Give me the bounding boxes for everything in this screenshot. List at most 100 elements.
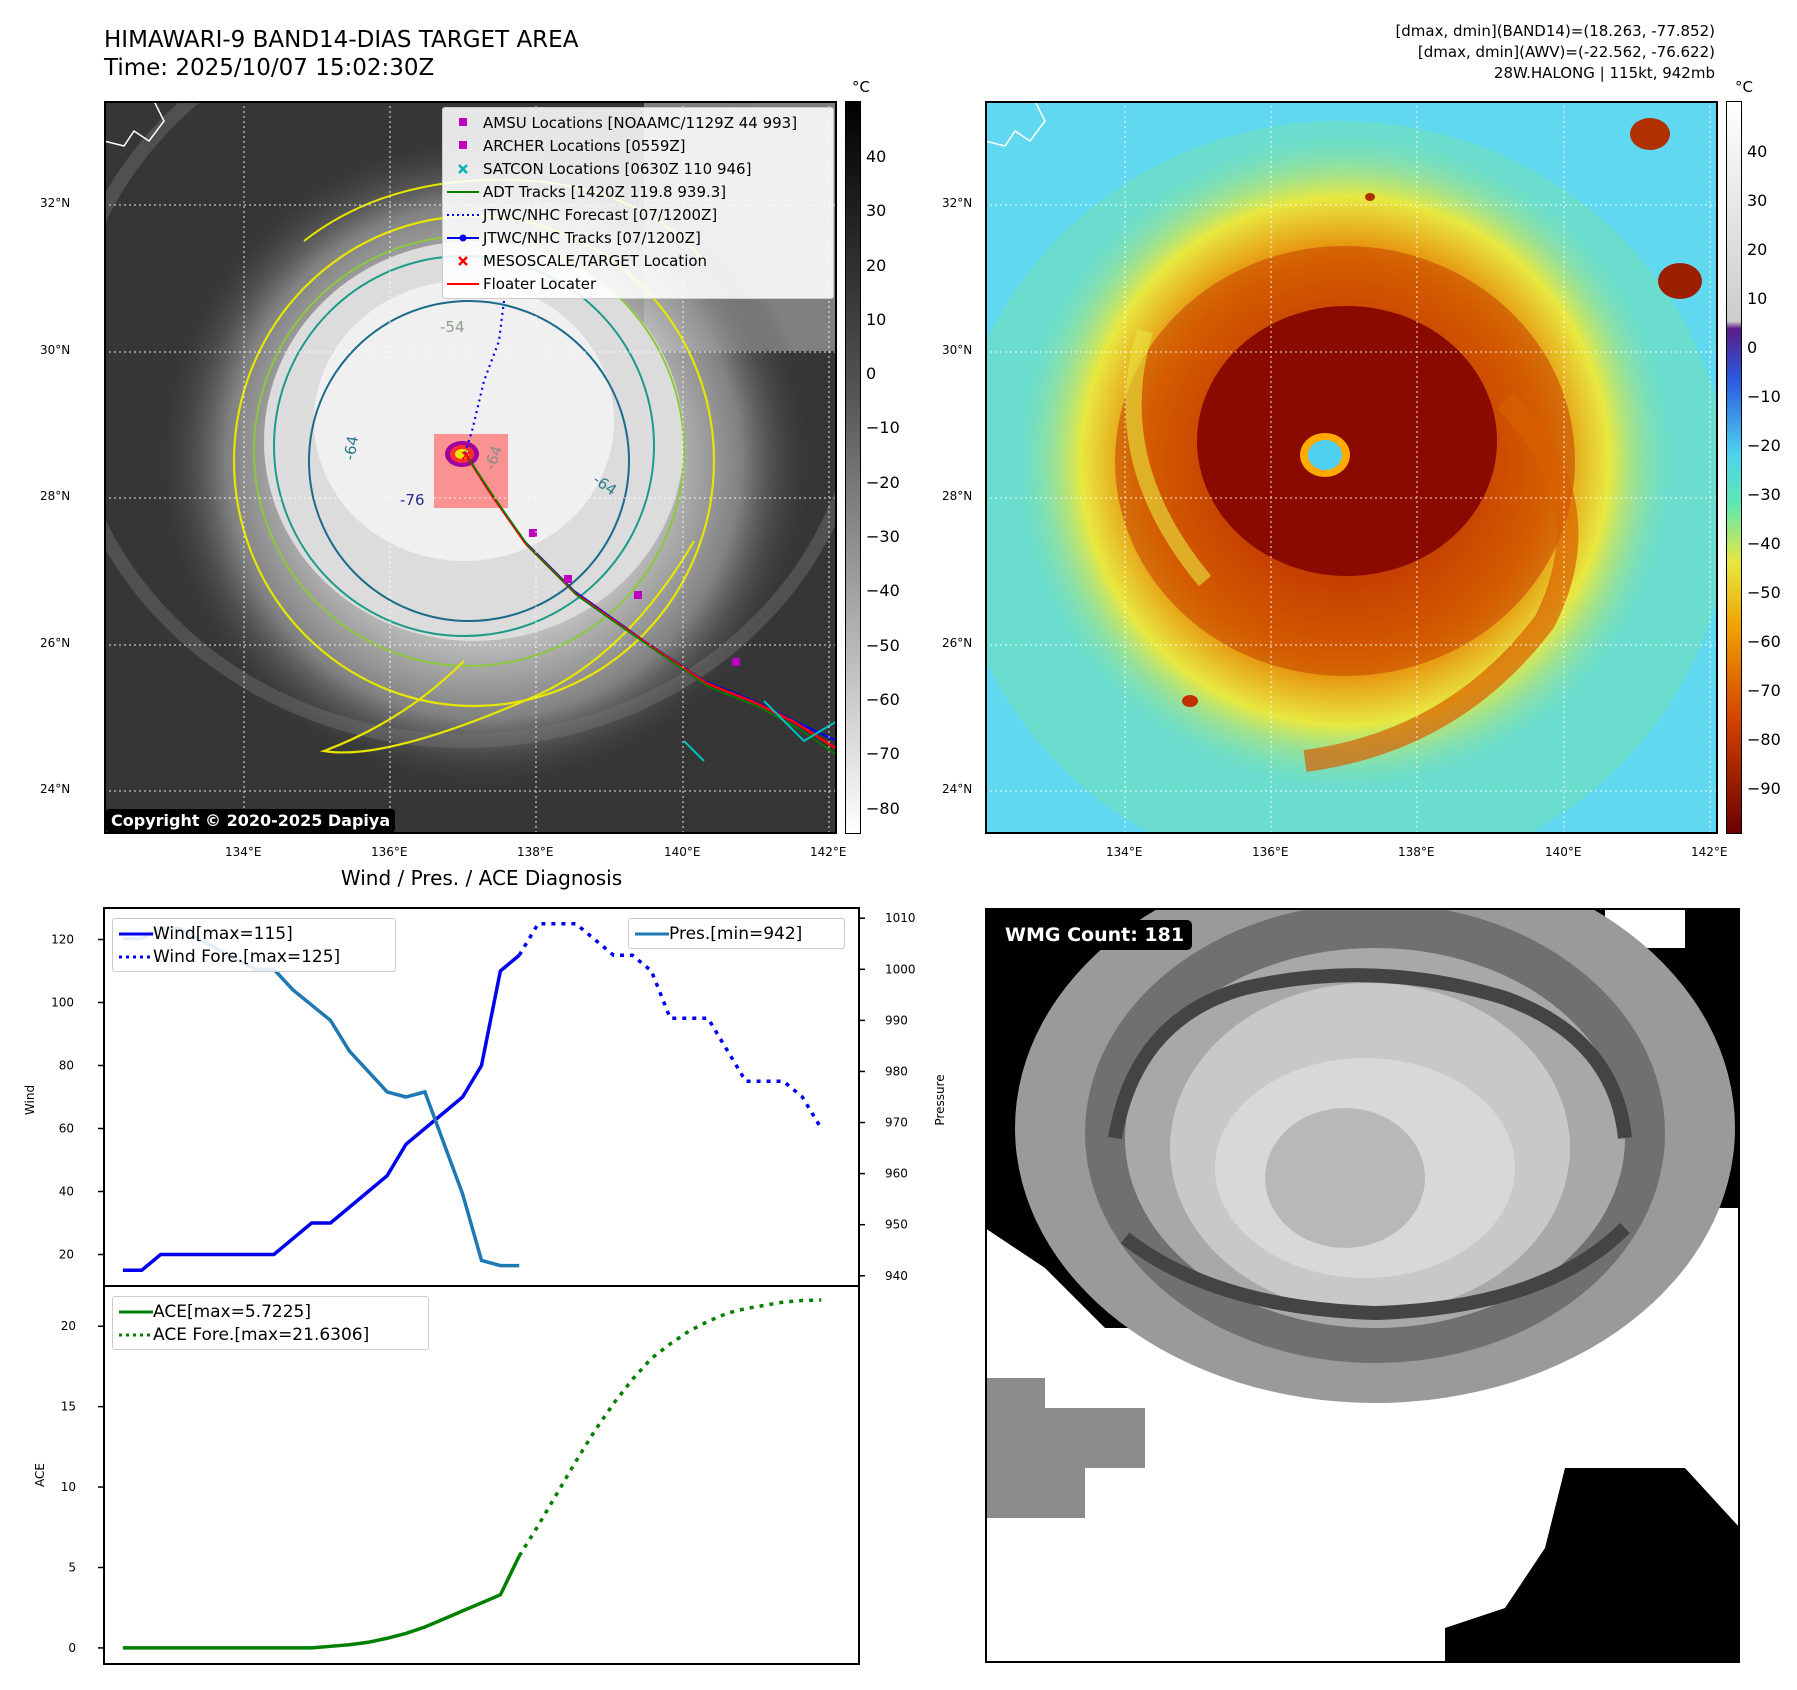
- left-colorbar-ticks: 40 30 20 10 0 −10 −20 −30 −40 −50 −60 −7…: [866, 101, 906, 834]
- legend-label: ADT Tracks [1420Z 119.8 939.3]: [483, 182, 727, 201]
- lat-label-24: 24°N: [40, 782, 71, 796]
- right-colorbar: [1726, 101, 1742, 834]
- lat-label-26: 26°N: [942, 636, 973, 650]
- wind-ytick-label: 20: [59, 1248, 74, 1262]
- ir-map-panel: × -54 -64 -76 -64 -64 Copyright © 2020-2…: [57, 0, 871, 834]
- info-awv: [dmax, dmin](AWV)=(-22.562, -76.622): [1417, 43, 1715, 61]
- contour-label-1: -54: [440, 318, 465, 336]
- wind-ylabel: Wind: [23, 1085, 37, 1115]
- cbar-tick: −30: [866, 527, 900, 546]
- lon-label-136: 136°E: [1252, 845, 1289, 859]
- ace-ylabel: ACE: [33, 1463, 47, 1487]
- pres-ytick-label: 1010: [885, 911, 916, 925]
- lat-label-28: 28°N: [40, 489, 71, 503]
- dotted-line-icon: [447, 214, 479, 216]
- legend-label: SATCON Locations [0630Z 110 946]: [483, 159, 752, 178]
- cbar-tick: −40: [1747, 534, 1781, 553]
- series-wind-fore: [517, 922, 823, 1130]
- cbar-tick: 10: [866, 310, 887, 329]
- square-marker-icon: [459, 118, 467, 126]
- ace-ytick-label: 15: [61, 1400, 76, 1414]
- wind-ytick-label: 80: [59, 1059, 74, 1073]
- right-colorbar-unit: °C: [1735, 78, 1753, 96]
- cbar-tick: −80: [1747, 730, 1781, 749]
- lon-label-138: 138°E: [517, 845, 554, 859]
- figure-title: HIMAWARI-9 BAND14-DIAS TARGET AREA: [104, 27, 579, 53]
- legend-label: ACE[max=5.7225]: [153, 1301, 311, 1322]
- cbar-tick: −10: [866, 418, 900, 437]
- cbar-tick: −60: [1747, 632, 1781, 651]
- legend-label: AMSU Locations [NOAAMC/1129Z 44 993]: [483, 113, 798, 132]
- legend-item-ace-forecast: ACE Fore.[max=21.6306]: [113, 1323, 428, 1346]
- cbar-tick: 20: [866, 256, 887, 275]
- diagnosis-title: Wind / Pres. / ACE Diagnosis: [340, 866, 623, 890]
- legend-item-archer: ARCHER Locations [0559Z]: [443, 134, 833, 157]
- cbar-tick: −70: [1747, 681, 1781, 700]
- info-storm: 28W.HALONG | 115kt, 942mb: [1493, 64, 1715, 82]
- ace-ytick-label: 0: [68, 1641, 76, 1655]
- wmg-image: [985, 853, 1740, 1663]
- wind-ytick-label: 40: [59, 1185, 74, 1199]
- legend-item-target: MESOSCALE/TARGET Location: [443, 249, 833, 272]
- square-marker-icon: [459, 141, 467, 149]
- pres-ytick-label: 940: [885, 1269, 908, 1283]
- cbar-tick: −70: [866, 744, 900, 763]
- pres-legend: Pres.[min=942]: [628, 918, 845, 949]
- cbar-tick: −60: [866, 690, 900, 709]
- wmg-panel: WMG Count: 181: [985, 853, 1740, 1663]
- ace-ytick-label: 5: [68, 1560, 76, 1574]
- lon-label-140: 140°E: [1545, 845, 1582, 859]
- wmg-frame: [985, 908, 1740, 1663]
- lat-label-32: 32°N: [942, 196, 973, 210]
- pres-ytick-label: 990: [885, 1013, 908, 1027]
- x-marker-icon: [458, 256, 468, 266]
- right-colorbar-ticks: 40 30 20 10 0 −10 −20 −30 −40 −50 −60 −7…: [1747, 101, 1787, 834]
- wind-ytick-label: 60: [59, 1122, 74, 1136]
- left-colorbar: [845, 101, 861, 834]
- legend-label: ARCHER Locations [0559Z]: [483, 136, 686, 155]
- series-ace: [122, 1555, 521, 1650]
- lon-label-138: 138°E: [1398, 845, 1435, 859]
- lat-label-30: 30°N: [40, 343, 71, 357]
- awv-map-image: [950, 100, 1730, 881]
- cbar-tick: −10: [1747, 387, 1781, 406]
- cbar-tick: 0: [866, 364, 877, 383]
- series-ace-fore: [517, 1298, 822, 1557]
- svg-text:×: ×: [460, 448, 472, 464]
- cbar-tick: −40: [866, 581, 900, 600]
- legend-label: Wind Fore.[max=125]: [153, 946, 341, 967]
- lat-label-26: 26°N: [40, 636, 71, 650]
- lon-label-142: 142°E: [810, 845, 847, 859]
- line-icon: [635, 932, 669, 936]
- legend-item-forecast: JTWC/NHC Forecast [07/1200Z]: [443, 203, 833, 226]
- pres-ytick-label: 960: [885, 1167, 908, 1181]
- legend-item-jtwc: JTWC/NHC Tracks [07/1200Z]: [443, 226, 833, 249]
- cbar-tick: −80: [866, 799, 900, 818]
- legend-label: JTWC/NHC Tracks [07/1200Z]: [483, 228, 701, 247]
- legend-label: Wind[max=115]: [153, 923, 293, 944]
- cbar-tick: −30: [1747, 485, 1781, 504]
- legend-label: Pres.[min=942]: [669, 923, 803, 944]
- legend-item-pres: Pres.[min=942]: [629, 922, 844, 945]
- lat-label-32: 32°N: [40, 196, 71, 210]
- map-legend: AMSU Locations [NOAAMC/1129Z 44 993] ARC…: [442, 107, 834, 299]
- contour-label-2: -64: [340, 434, 362, 461]
- wind-ytick-label: 100: [51, 996, 74, 1010]
- lat-label-24: 24°N: [942, 782, 973, 796]
- lon-label-134: 134°E: [225, 845, 262, 859]
- contour-label-3: -76: [400, 491, 425, 509]
- cbar-tick: 40: [1747, 142, 1768, 161]
- dotted-line-icon: [119, 1333, 153, 1337]
- dotted-line-icon: [119, 955, 153, 959]
- cbar-tick: 0: [1747, 338, 1758, 357]
- series-wind: [122, 953, 521, 1272]
- awv-map-frame: [985, 101, 1718, 834]
- wind-ytick-label: 120: [51, 933, 74, 947]
- line-icon: [447, 191, 479, 193]
- lon-label-136: 136°E: [371, 845, 408, 859]
- pres-ytick-label: 980: [885, 1064, 908, 1078]
- lon-label-142: 142°E: [1691, 845, 1728, 859]
- pres-ytick-label: 970: [885, 1116, 908, 1130]
- line-icon: [119, 932, 153, 936]
